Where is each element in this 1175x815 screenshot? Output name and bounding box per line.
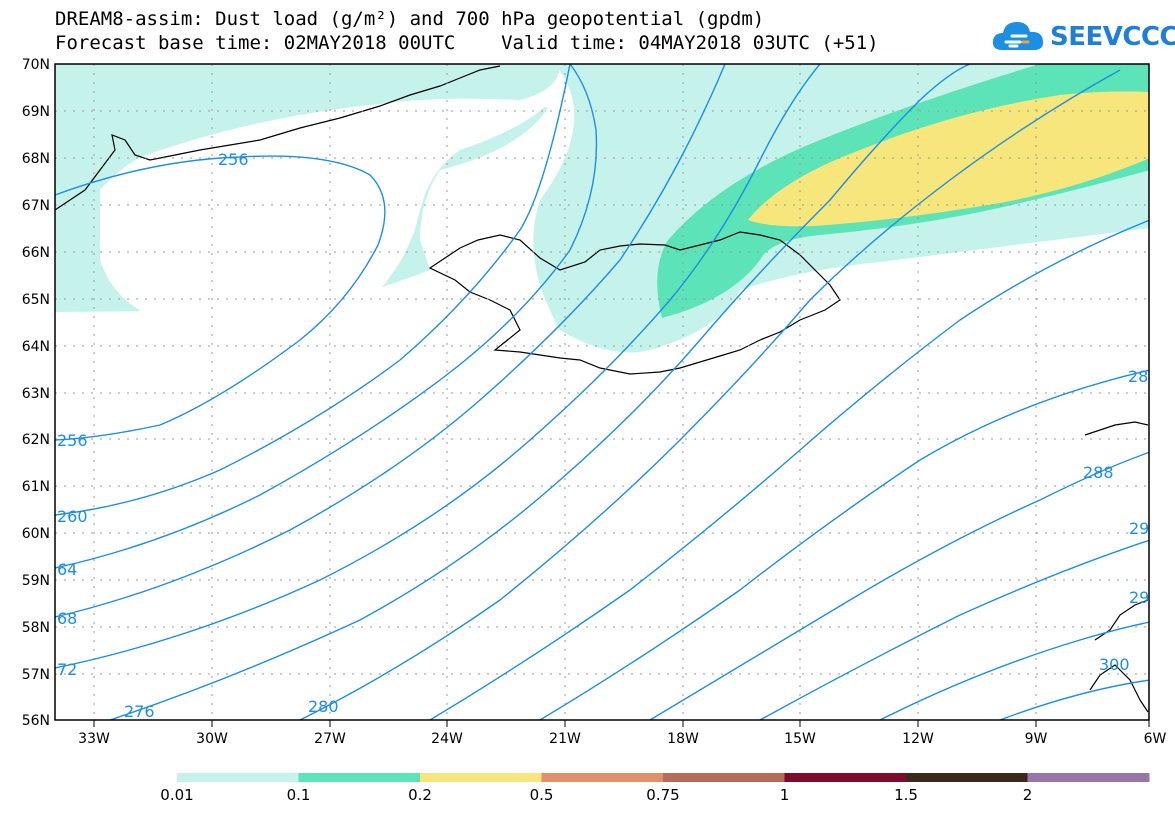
contour-label: 29 [1129,588,1149,607]
lat-labels: 70N 69N 68N 67N 66N 65N 64N 63N 62N 61N … [22,57,50,729]
contour-label: 29 [1129,519,1149,538]
lon-label: 15W [784,731,816,747]
colorbar: 0.01 0.1 0.2 0.5 0.75 1 1.5 2 [160,773,1150,804]
contour-304 [999,679,1149,720]
colorbar-swatch [784,773,907,782]
contour-300 [879,621,1149,720]
contour-label: 256 [57,431,88,450]
chart-title: DREAM8-assim: Dust load (g/m²) and 700 h… [55,8,765,30]
contour-label: 68 [57,609,77,628]
map-plot-area [55,64,1149,720]
lon-labels: 33W 30W 27W 24W 21W 18W 15W 12W 9W 6W [78,731,1166,747]
colorbar-label: 0.75 [646,786,679,804]
colorbar-label: 0.1 [287,786,311,804]
logo-text: SEEVCCC [1050,22,1175,52]
lat-label: 60N [22,526,50,542]
dust-region-light-north [55,64,560,230]
lat-label: 57N [22,667,50,683]
lon-label: 6W [1144,731,1167,747]
contour-272 [55,64,821,669]
colorbar-swatch [541,773,664,782]
contour-276 [109,64,971,720]
contour-260 [55,64,571,516]
graticule [55,64,1149,720]
contour-label: 288 [1083,463,1114,482]
colorbar-swatch [1027,773,1150,782]
lat-label: 68N [22,151,50,167]
contour-label: 276 [124,702,155,721]
colorbar-swatch [177,773,299,782]
geopotential-contours [55,64,1149,720]
contour-labels: 256 256 260 64 68 72 276 280 288 28 29 2… [57,150,1149,721]
lon-label: 21W [549,731,581,747]
lat-label: 64N [22,339,50,355]
lat-label: 61N [22,479,50,495]
iceland-coastline [428,231,841,375]
greenland-coastline [55,65,501,211]
lat-label: 70N [22,57,50,73]
colorbar-swatch [906,773,1028,782]
lat-label: 67N [22,198,50,214]
lon-label: 30W [196,731,228,747]
lat-label: 59N [22,573,50,589]
contour-296 [759,539,1149,720]
contour-label: 72 [57,660,77,679]
dust-region-high [748,91,1149,227]
forecast-time-line: Forecast base time: 02MAY2018 00UTC Vali… [55,32,879,54]
colorbar-label: 1.5 [894,786,918,804]
contour-label: 64 [57,560,77,579]
axis-ticks [93,720,1150,727]
colorbar-label: 1 [780,786,790,804]
contour-280 [299,69,1121,720]
map-frame [54,63,1150,721]
lon-label: 24W [431,731,463,747]
contour-256-north [55,155,386,441]
lon-label: 27W [314,731,346,747]
colorbar-label: 2 [1023,786,1033,804]
lat-label: 69N [22,104,50,120]
contour-label: 256 [218,150,249,169]
contour-label: 28 [1128,367,1148,386]
contour-284 [429,219,1149,720]
colorbar-label: 0.2 [408,786,432,804]
lon-label: 12W [902,731,934,747]
lat-label: 58N [22,620,50,636]
contour-292 [649,451,1149,720]
cloud-logo-icon [992,22,1044,50]
colorbar-label: 0.01 [160,786,193,804]
contour-268 [55,64,726,618]
contour-label: 300 [1099,655,1130,674]
lon-label: 18W [667,731,699,747]
colorbar-label: 0.5 [530,786,554,804]
colorbar-swatch [298,773,421,782]
lat-label: 66N [22,245,50,261]
contour-label: 280 [308,697,339,716]
lat-label: 65N [22,292,50,308]
lon-label: 9W [1025,731,1048,747]
lon-label: 33W [78,731,110,747]
lat-label: 62N [22,432,50,448]
lat-label: 63N [22,386,50,402]
contour-288 [539,369,1149,720]
colorbar-swatch [663,773,785,782]
lat-label: 56N [22,713,50,729]
contour-label: 260 [57,507,88,526]
colorbar-swatch [420,773,542,782]
contour-264 [55,64,598,569]
